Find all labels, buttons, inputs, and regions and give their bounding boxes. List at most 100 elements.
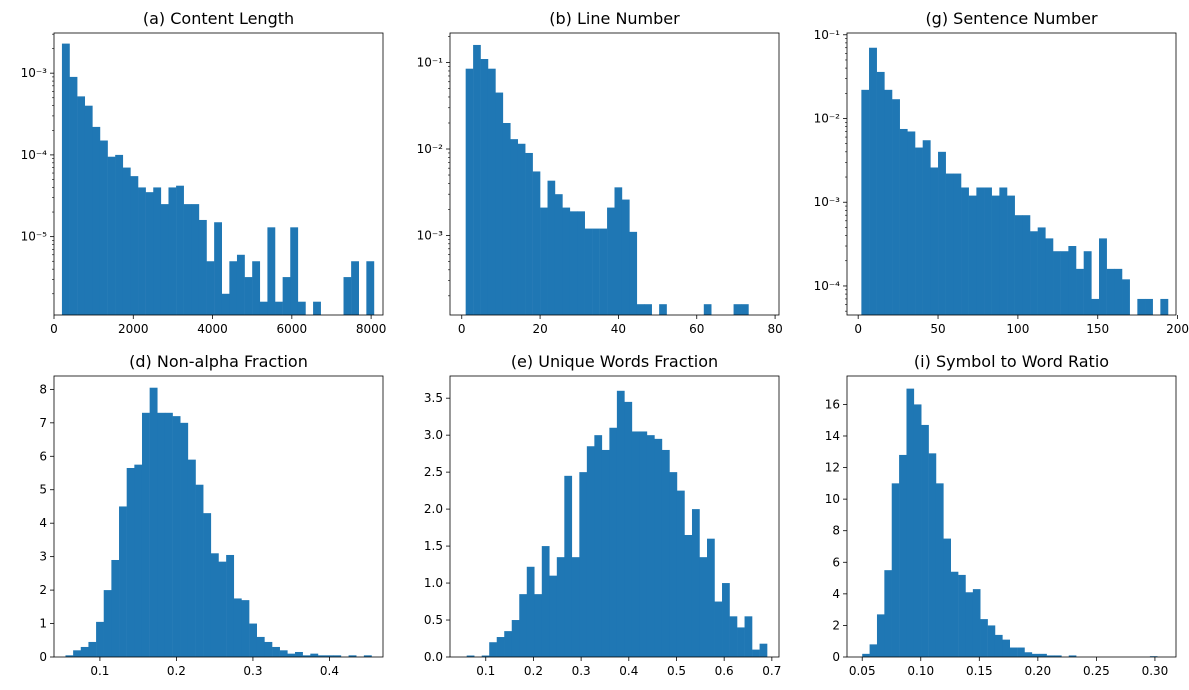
histogram-bar <box>511 620 520 657</box>
histogram-bar <box>884 570 892 657</box>
histogram-bar <box>236 254 245 315</box>
y-tick-label: 4 <box>832 587 840 601</box>
histogram-bar <box>759 643 768 657</box>
y-tick-label: 10⁻⁴ <box>814 279 841 293</box>
x-tick-label: 150 <box>1086 322 1109 336</box>
histogram-bar <box>249 623 257 657</box>
histogram-bar <box>69 76 78 316</box>
histogram-bar <box>676 490 685 657</box>
histogram-bar <box>1145 298 1153 315</box>
y-tick-label: 2.5 <box>424 465 443 479</box>
histogram-bar <box>1053 251 1061 315</box>
y-tick-label: 14 <box>825 429 840 443</box>
histogram-bar <box>96 621 104 658</box>
x-tick-label: 100 <box>1006 322 1029 336</box>
histogram-bar <box>130 176 139 315</box>
chart-title: (d) Non-alpha Fraction <box>129 352 308 371</box>
axes-frame <box>846 375 1177 658</box>
histogram-bar <box>107 156 116 315</box>
x-tick-label: 0.20 <box>1024 664 1051 678</box>
x-tick-label: 40 <box>611 322 626 336</box>
histogram-bar <box>614 187 623 315</box>
histogram-bar <box>195 484 204 657</box>
histogram-bar <box>145 192 154 315</box>
histogram-bar <box>504 631 512 657</box>
x-tick-label: 0.4 <box>320 664 339 678</box>
histogram-bar <box>965 592 974 657</box>
histogram-bar <box>737 627 745 657</box>
histogram-bar <box>267 227 276 315</box>
histogram-bar <box>103 590 112 657</box>
bars <box>61 43 375 316</box>
histogram-bar <box>164 412 173 657</box>
y-tick-label: 10⁻³ <box>417 228 444 242</box>
histogram-bar <box>646 435 655 657</box>
histogram-bar <box>61 43 70 315</box>
histogram-bar <box>980 619 988 657</box>
histogram-bar <box>549 575 558 657</box>
histogram-bar <box>1076 268 1084 315</box>
histogram-bar <box>733 304 742 315</box>
bars <box>466 390 768 657</box>
histogram-bar <box>218 561 227 657</box>
histogram-bar <box>1046 655 1055 657</box>
histogram-bar <box>1037 227 1046 315</box>
y-tick-label: 6 <box>39 449 47 463</box>
histogram-bar <box>752 649 760 657</box>
histogram-bar <box>1160 298 1169 315</box>
histogram-bar <box>999 187 1008 315</box>
y-tick-label: 3.0 <box>424 428 443 442</box>
histogram-bar <box>99 140 108 315</box>
histogram-bar <box>348 655 357 657</box>
histogram-bar <box>180 422 189 657</box>
histogram-bar <box>519 594 528 657</box>
y-tick-label: 7 <box>39 416 47 430</box>
histogram-bar <box>922 140 931 315</box>
histogram-bar <box>972 589 981 657</box>
y-tick-label: 16 <box>825 397 840 411</box>
histogram-bar <box>891 483 900 657</box>
axes-frame <box>449 32 780 316</box>
histogram-bar <box>275 301 283 315</box>
y-tick-label: 0 <box>832 650 840 664</box>
histogram-bar <box>744 616 753 657</box>
axes-frame <box>449 375 780 658</box>
histogram-bar <box>310 653 319 657</box>
histogram-bar <box>1083 251 1092 315</box>
histogram-bar <box>950 571 959 657</box>
chart-title: (a) Content Length <box>143 9 294 28</box>
histogram-bar <box>480 59 489 316</box>
histogram-bar <box>302 655 311 657</box>
histogram-bar <box>654 438 663 657</box>
y-tick-label: 10⁻³ <box>814 195 841 209</box>
histogram-bar <box>363 655 372 657</box>
y-tick-label: 2.0 <box>424 502 443 516</box>
y-tick-label: 10⁻⁵ <box>21 230 48 244</box>
x-tick-label: 200 <box>1166 322 1189 336</box>
histogram-bar <box>73 650 82 657</box>
histogram-bar <box>599 228 608 315</box>
histogram-bar <box>691 509 700 657</box>
histogram-bar <box>586 446 595 657</box>
histogram-bar <box>272 646 280 657</box>
chart-panel: (a) Content Length 0 2000 4000 6000 8000 10⁻⁵ 1… <box>21 9 387 336</box>
histogram-bar <box>1031 653 1040 657</box>
histogram-bar <box>252 261 261 315</box>
y-tick-label: 8 <box>39 382 47 396</box>
histogram-bar <box>1002 639 1010 657</box>
x-tick-label: 60 <box>689 322 704 336</box>
y-tick-label: 5 <box>39 483 47 497</box>
histogram-bar <box>495 92 504 315</box>
histogram-bar <box>157 412 166 657</box>
x-tick-label: 0 <box>854 322 862 336</box>
chart-panel: (d) Non-alpha Fraction 0.1 0.2 0.3 0.4 0 1 2 3 4 5… <box>39 352 384 678</box>
histogram-bar <box>366 261 375 315</box>
histogram-bar <box>577 211 585 315</box>
histogram-bar <box>119 506 127 657</box>
y-tick-label: 1 <box>39 617 47 631</box>
histogram-bar <box>526 566 535 657</box>
histogram-bar <box>609 427 618 657</box>
x-tick-label: 0.7 <box>762 664 781 678</box>
histogram-bar <box>913 404 922 657</box>
y-tick-label: 10⁻³ <box>21 66 48 80</box>
